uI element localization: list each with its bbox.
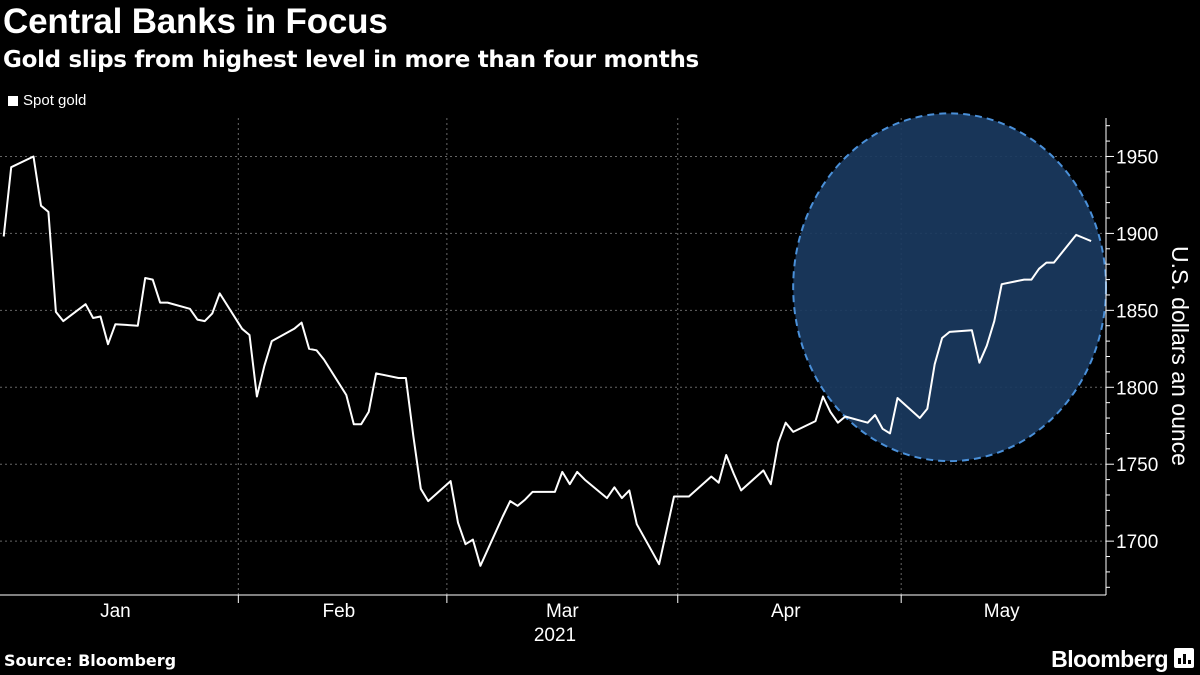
y-axis-label: U.S. dollars an ounce bbox=[1167, 246, 1193, 466]
chart-title: Central Banks in Focus bbox=[3, 2, 388, 41]
axes: 1700 1750 1800 1850 1900 1950 Jan Feb Mar Apr May bbox=[0, 118, 1158, 622]
x-tick-label-apr: Apr bbox=[771, 601, 801, 622]
y-tick-label-1900: 1900 bbox=[1116, 224, 1158, 245]
y-tick-label-1750: 1750 bbox=[1116, 455, 1158, 476]
y-tick-label-1950: 1950 bbox=[1116, 147, 1158, 168]
highlight-layer bbox=[792, 112, 1107, 463]
highlight-ellipse bbox=[792, 112, 1107, 463]
x-tick-label-may: May bbox=[984, 601, 1020, 622]
bloomberg-chart-icon bbox=[1174, 648, 1194, 668]
legend-swatch-spot-gold bbox=[8, 95, 18, 106]
bloomberg-logo-text: Bloomberg bbox=[1051, 646, 1168, 672]
x-tick-label-jan: Jan bbox=[100, 601, 131, 622]
x-axis-year-label: 2021 bbox=[534, 625, 576, 646]
x-tick-label-feb: Feb bbox=[323, 601, 356, 622]
y-tick-label-1850: 1850 bbox=[1116, 301, 1158, 322]
y-tick-label-1800: 1800 bbox=[1116, 378, 1158, 399]
x-tick-label-mar: Mar bbox=[546, 601, 579, 622]
y-tick-label-1700: 1700 bbox=[1116, 532, 1158, 553]
series-line-spot-gold bbox=[2, 155, 1092, 567]
legend-label-spot-gold: Spot gold bbox=[23, 92, 87, 109]
series-layer bbox=[2, 155, 1092, 567]
chart-subtitle: Gold slips from highest level in more th… bbox=[3, 47, 699, 73]
legend: Spot gold bbox=[8, 92, 86, 109]
source-note: Source: Bloomberg bbox=[4, 651, 177, 670]
